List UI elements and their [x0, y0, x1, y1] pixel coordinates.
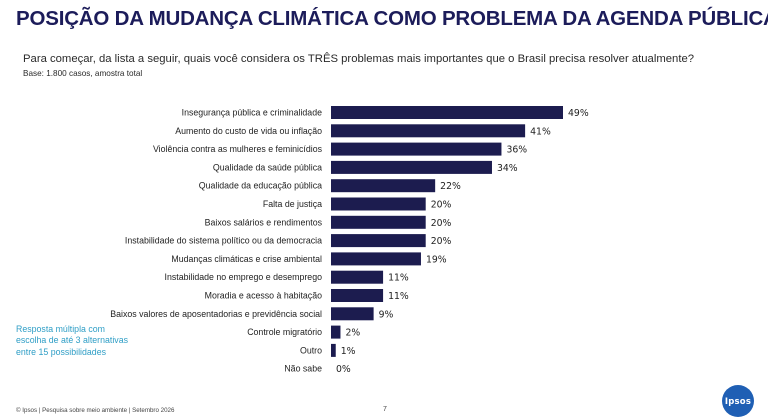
category-label: Não sabe	[284, 364, 322, 374]
category-label: Falta de justiça	[263, 199, 322, 209]
value-label: 0%	[336, 364, 351, 375]
footer-source: © Ipsos | Pesquisa sobre meio ambiente |…	[16, 407, 175, 414]
value-label: 2%	[345, 328, 360, 339]
value-label: 20%	[431, 218, 452, 229]
page-title: POSIÇÃO DA MUDANÇA CLIMÁTICA COMO PROBLE…	[16, 7, 768, 30]
category-label: Aumento do custo de vida ou inflação	[175, 126, 322, 136]
category-label: Baixos salários e rendimentos	[205, 217, 323, 227]
multiple-response-note: Resposta múltipla com escolha de até 3 a…	[16, 324, 128, 357]
bar	[331, 179, 436, 193]
value-label: 41%	[530, 126, 551, 137]
ipsos-logo: Ipsos	[722, 385, 754, 417]
value-label: 1%	[341, 346, 356, 357]
category-label: Outro	[300, 345, 322, 355]
category-label: Baixos valores de aposentadorias e previ…	[110, 309, 322, 319]
value-label: 34%	[497, 163, 518, 174]
value-label: 11%	[388, 291, 409, 302]
bar	[331, 160, 492, 174]
category-label: Controle migratório	[247, 327, 322, 337]
category-label: Violência contra as mulheres e feminicíd…	[153, 144, 323, 154]
value-label: 36%	[506, 145, 527, 156]
value-label: 20%	[431, 236, 452, 247]
bar	[331, 124, 526, 138]
value-label: 9%	[379, 309, 394, 320]
category-label: Instabilidade do sistema político ou da …	[125, 236, 322, 246]
sample-base: Base: 1.800 casos, amostra total	[23, 69, 143, 78]
category-label: Qualidade da saúde pública	[213, 162, 322, 172]
category-label: Mudanças climáticas e crise ambiental	[171, 254, 322, 264]
bar	[331, 215, 426, 229]
page-number: 7	[383, 406, 387, 413]
bar	[331, 142, 502, 156]
bar	[331, 343, 336, 357]
bar	[331, 289, 384, 302]
bar	[331, 325, 341, 339]
ipsos-logo-text: Ipsos	[724, 397, 752, 407]
value-label: 20%	[431, 200, 452, 211]
value-label: 11%	[388, 273, 409, 284]
category-label: Moradia e acesso à habitação	[205, 291, 322, 301]
category-label: Instabilidade no emprego e desemprego	[165, 272, 323, 282]
value-label: 22%	[440, 181, 461, 192]
value-label: 49%	[568, 108, 589, 119]
bar	[331, 307, 374, 321]
bar	[331, 106, 563, 119]
category-label: Insegurança pública e criminalidade	[182, 108, 322, 118]
bar	[331, 252, 421, 266]
category-label: Qualidade da educação pública	[199, 181, 322, 191]
bar	[331, 270, 384, 284]
survey-question: Para começar, da lista a seguir, quais v…	[23, 53, 695, 65]
bar	[331, 234, 426, 248]
value-label: 19%	[426, 254, 447, 265]
bar	[331, 197, 426, 211]
